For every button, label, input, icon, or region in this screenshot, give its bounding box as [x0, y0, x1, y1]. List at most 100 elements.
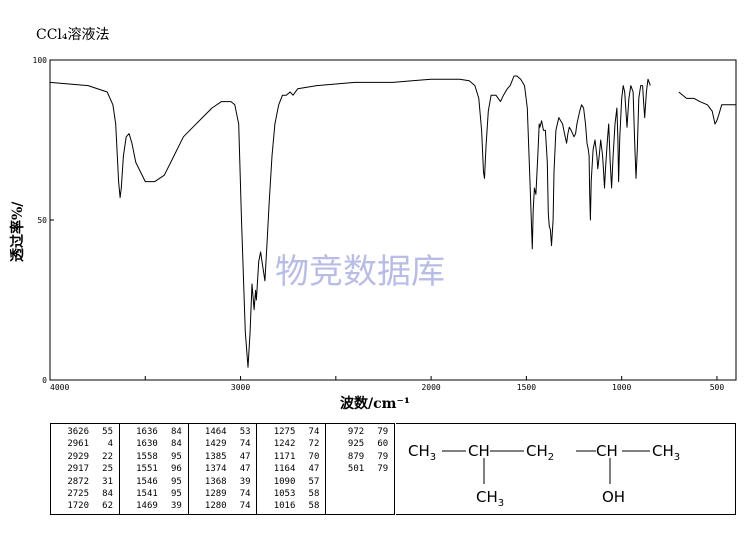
peak-row: 1289 74 [193, 488, 257, 500]
peak-transmittance: 58 [308, 489, 320, 500]
peak-wavenumber: 1374 [204, 464, 227, 475]
peak-transmittance: 62 [102, 501, 113, 512]
peak-wavenumber: 3626 [67, 427, 89, 437]
structure-line-main [442, 450, 650, 484]
peak-row: 3626 55 [55, 426, 119, 438]
peak-row: 1016 58 [261, 500, 325, 512]
peak-row: 1164 47 [261, 463, 325, 475]
peak-wavenumber: 1385 [204, 451, 227, 462]
peak-wavenumber: 1636 [136, 427, 158, 437]
peak-wavenumber: 2725 [67, 489, 89, 500]
peak-transmittance: 74 [239, 439, 251, 450]
peak-row: 1090 57 [261, 476, 325, 488]
x-tick-label-1000: 1000 [612, 383, 631, 392]
peak-wavenumber: 972 [347, 427, 365, 437]
atom-ch3-left: CH3 [408, 442, 436, 463]
peak-wavenumber: 1171 [273, 451, 296, 462]
x-tick-label-500: 500 [710, 383, 725, 392]
peak-wavenumber: 1630 [136, 439, 158, 450]
peak-transmittance: 47 [239, 451, 251, 462]
structure-box: CH3 CH CH2 CH CH3 CH3 OH [396, 423, 736, 515]
spectrum-series [49, 75, 736, 368]
solvent-label: CCl₄溶液法 [36, 27, 110, 43]
peak-transmittance: 39 [239, 476, 251, 487]
peak-row: 501 79 [330, 463, 394, 475]
peak-transmittance: 95 [170, 451, 182, 462]
peak-row: 1275 74 [261, 426, 325, 438]
peak-row: 1385 47 [193, 451, 257, 463]
peak-row: 2872 31 [55, 476, 119, 488]
peak-wavenumber: 1090 [273, 476, 296, 487]
atom-ch2: CH2 [526, 442, 554, 463]
peak-wavenumber: 1551 [136, 464, 158, 475]
peak-transmittance: 60 [377, 439, 389, 450]
peak-row: 972 79 [330, 426, 394, 438]
peak-row: 1368 39 [193, 476, 257, 488]
peak-transmittance: 47 [308, 464, 320, 475]
peak-wavenumber: 1275 [273, 427, 296, 437]
peak-wavenumber: 1280 [204, 501, 227, 512]
peak-transmittance: 84 [102, 489, 113, 500]
peak-transmittance: 74 [239, 501, 251, 512]
peak-row: 1429 74 [193, 438, 257, 450]
molecular-structure: CH3 CH CH2 CH CH3 CH3 OH [408, 442, 680, 509]
spectrum-line-segment-2 [678, 91, 736, 125]
peak-column-3: 1464 53 1429 74 1385 47 1374 47 1368 39 1289 74 1280… [189, 424, 258, 514]
peak-wavenumber: 2872 [67, 476, 89, 487]
peak-wavenumber: 1469 [136, 501, 158, 512]
x-axis-ticks: 4000 3000 2000 1500 1000 500 [49, 376, 725, 392]
peak-row: 2917 25 [55, 463, 119, 475]
x-tick-label-3000: 3000 [231, 383, 250, 392]
peak-wavenumber: 1289 [204, 489, 227, 500]
peak-row: 1280 74 [193, 500, 257, 512]
ir-spectrum-chart: 物竞数据库 4000 3000 2000 1500 1000 500 0 50 100 波数/… [9, 56, 737, 412]
peak-wavenumber: 1242 [273, 439, 296, 450]
peak-row: 2725 84 [55, 488, 119, 500]
peak-row: 1636 84 [124, 426, 188, 438]
peak-row: 2929 22 [55, 451, 119, 463]
peak-row: 1469 39 [124, 500, 188, 512]
atom-ch-2: CH [596, 442, 618, 460]
peak-column-4: 1275 74 1242 72 1171 70 1164 47 1090 57 1053 58 1016… [257, 424, 327, 514]
peak-wavenumber: 2961 [67, 439, 89, 450]
peak-row: 1558 95 [124, 451, 188, 463]
peak-transmittance: 79 [377, 451, 389, 462]
y-tick-label-50: 50 [37, 216, 47, 225]
peak-transmittance: 39 [170, 501, 182, 512]
peak-wavenumber: 1720 [67, 501, 89, 512]
spectrum-line-segment-1 [49, 75, 651, 368]
x-axis-label: 波数/cm⁻¹ [340, 395, 410, 412]
peak-transmittance: 72 [308, 439, 320, 450]
peak-transmittance: 74 [308, 427, 320, 437]
peak-wavenumber: 1368 [204, 476, 227, 487]
peak-column-1: 3626 55 2961 4 2929 22 2917 25 2872 31 2725 84 1720 6… [51, 424, 120, 514]
peak-transmittance: 31 [102, 476, 113, 487]
peak-row: 879 79 [330, 451, 394, 463]
peak-transmittance: 95 [170, 489, 182, 500]
x-tick-label-2000: 2000 [421, 383, 440, 392]
peak-table: 3626 55 2961 4 2929 22 2917 25 2872 31 2725 84 1720 6… [50, 423, 395, 515]
peak-transmittance: 74 [239, 489, 251, 500]
peak-transmittance: 22 [102, 451, 113, 462]
peak-transmittance: 25 [102, 464, 113, 475]
peak-transmittance: 79 [377, 427, 389, 437]
y-axis-ticks: 0 50 100 [33, 56, 54, 385]
peak-row: 1541 95 [124, 488, 188, 500]
peak-row: 1546 95 [124, 476, 188, 488]
peak-transmittance: 55 [102, 427, 113, 437]
x-tick-label-1500: 1500 [517, 383, 536, 392]
peak-row: 1242 72 [261, 438, 325, 450]
peak-row: 1630 84 [124, 438, 188, 450]
atom-ch-1: CH [468, 442, 490, 460]
peak-transmittance: 84 [170, 427, 182, 437]
watermark: 物竞数据库 [275, 252, 445, 292]
peak-transmittance: 57 [308, 476, 320, 487]
peak-wavenumber: 1464 [204, 427, 227, 437]
peak-wavenumber: 501 [347, 464, 365, 475]
peak-transmittance: 79 [377, 464, 389, 475]
y-axis-label: 透过率%/ [9, 201, 26, 262]
peak-row: 925 60 [330, 438, 394, 450]
peak-transmittance: 95 [170, 476, 182, 487]
peak-row: 2961 4 [55, 438, 119, 450]
peak-row: 1053 58 [261, 488, 325, 500]
